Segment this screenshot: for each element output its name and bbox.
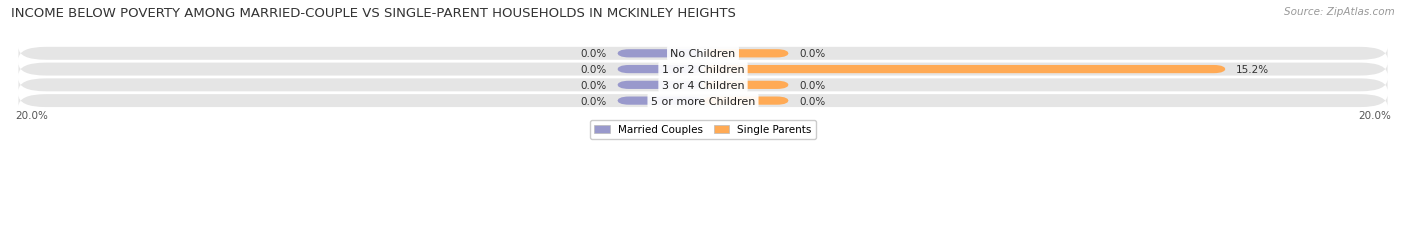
Legend: Married Couples, Single Parents: Married Couples, Single Parents [591,121,815,139]
FancyBboxPatch shape [703,81,789,90]
Text: 0.0%: 0.0% [581,80,606,91]
FancyBboxPatch shape [703,50,789,58]
FancyBboxPatch shape [617,66,703,74]
Text: INCOME BELOW POVERTY AMONG MARRIED-COUPLE VS SINGLE-PARENT HOUSEHOLDS IN MCKINLE: INCOME BELOW POVERTY AMONG MARRIED-COUPL… [11,7,737,20]
FancyBboxPatch shape [617,50,703,58]
Text: 0.0%: 0.0% [581,96,606,106]
Text: 20.0%: 20.0% [1358,111,1391,121]
Text: Source: ZipAtlas.com: Source: ZipAtlas.com [1284,7,1395,17]
Text: 0.0%: 0.0% [800,80,825,91]
Text: 0.0%: 0.0% [581,65,606,75]
Text: 0.0%: 0.0% [581,49,606,59]
Text: 15.2%: 15.2% [1236,65,1270,75]
FancyBboxPatch shape [703,66,1226,74]
FancyBboxPatch shape [18,48,1388,61]
Text: 20.0%: 20.0% [15,111,48,121]
Text: 1 or 2 Children: 1 or 2 Children [662,65,744,75]
FancyBboxPatch shape [18,79,1388,92]
Text: 3 or 4 Children: 3 or 4 Children [662,80,744,91]
FancyBboxPatch shape [18,63,1388,76]
FancyBboxPatch shape [617,81,703,90]
FancyBboxPatch shape [617,97,703,105]
Text: 0.0%: 0.0% [800,96,825,106]
Text: 5 or more Children: 5 or more Children [651,96,755,106]
FancyBboxPatch shape [703,97,789,105]
FancyBboxPatch shape [18,95,1388,108]
Text: No Children: No Children [671,49,735,59]
Text: 0.0%: 0.0% [800,49,825,59]
